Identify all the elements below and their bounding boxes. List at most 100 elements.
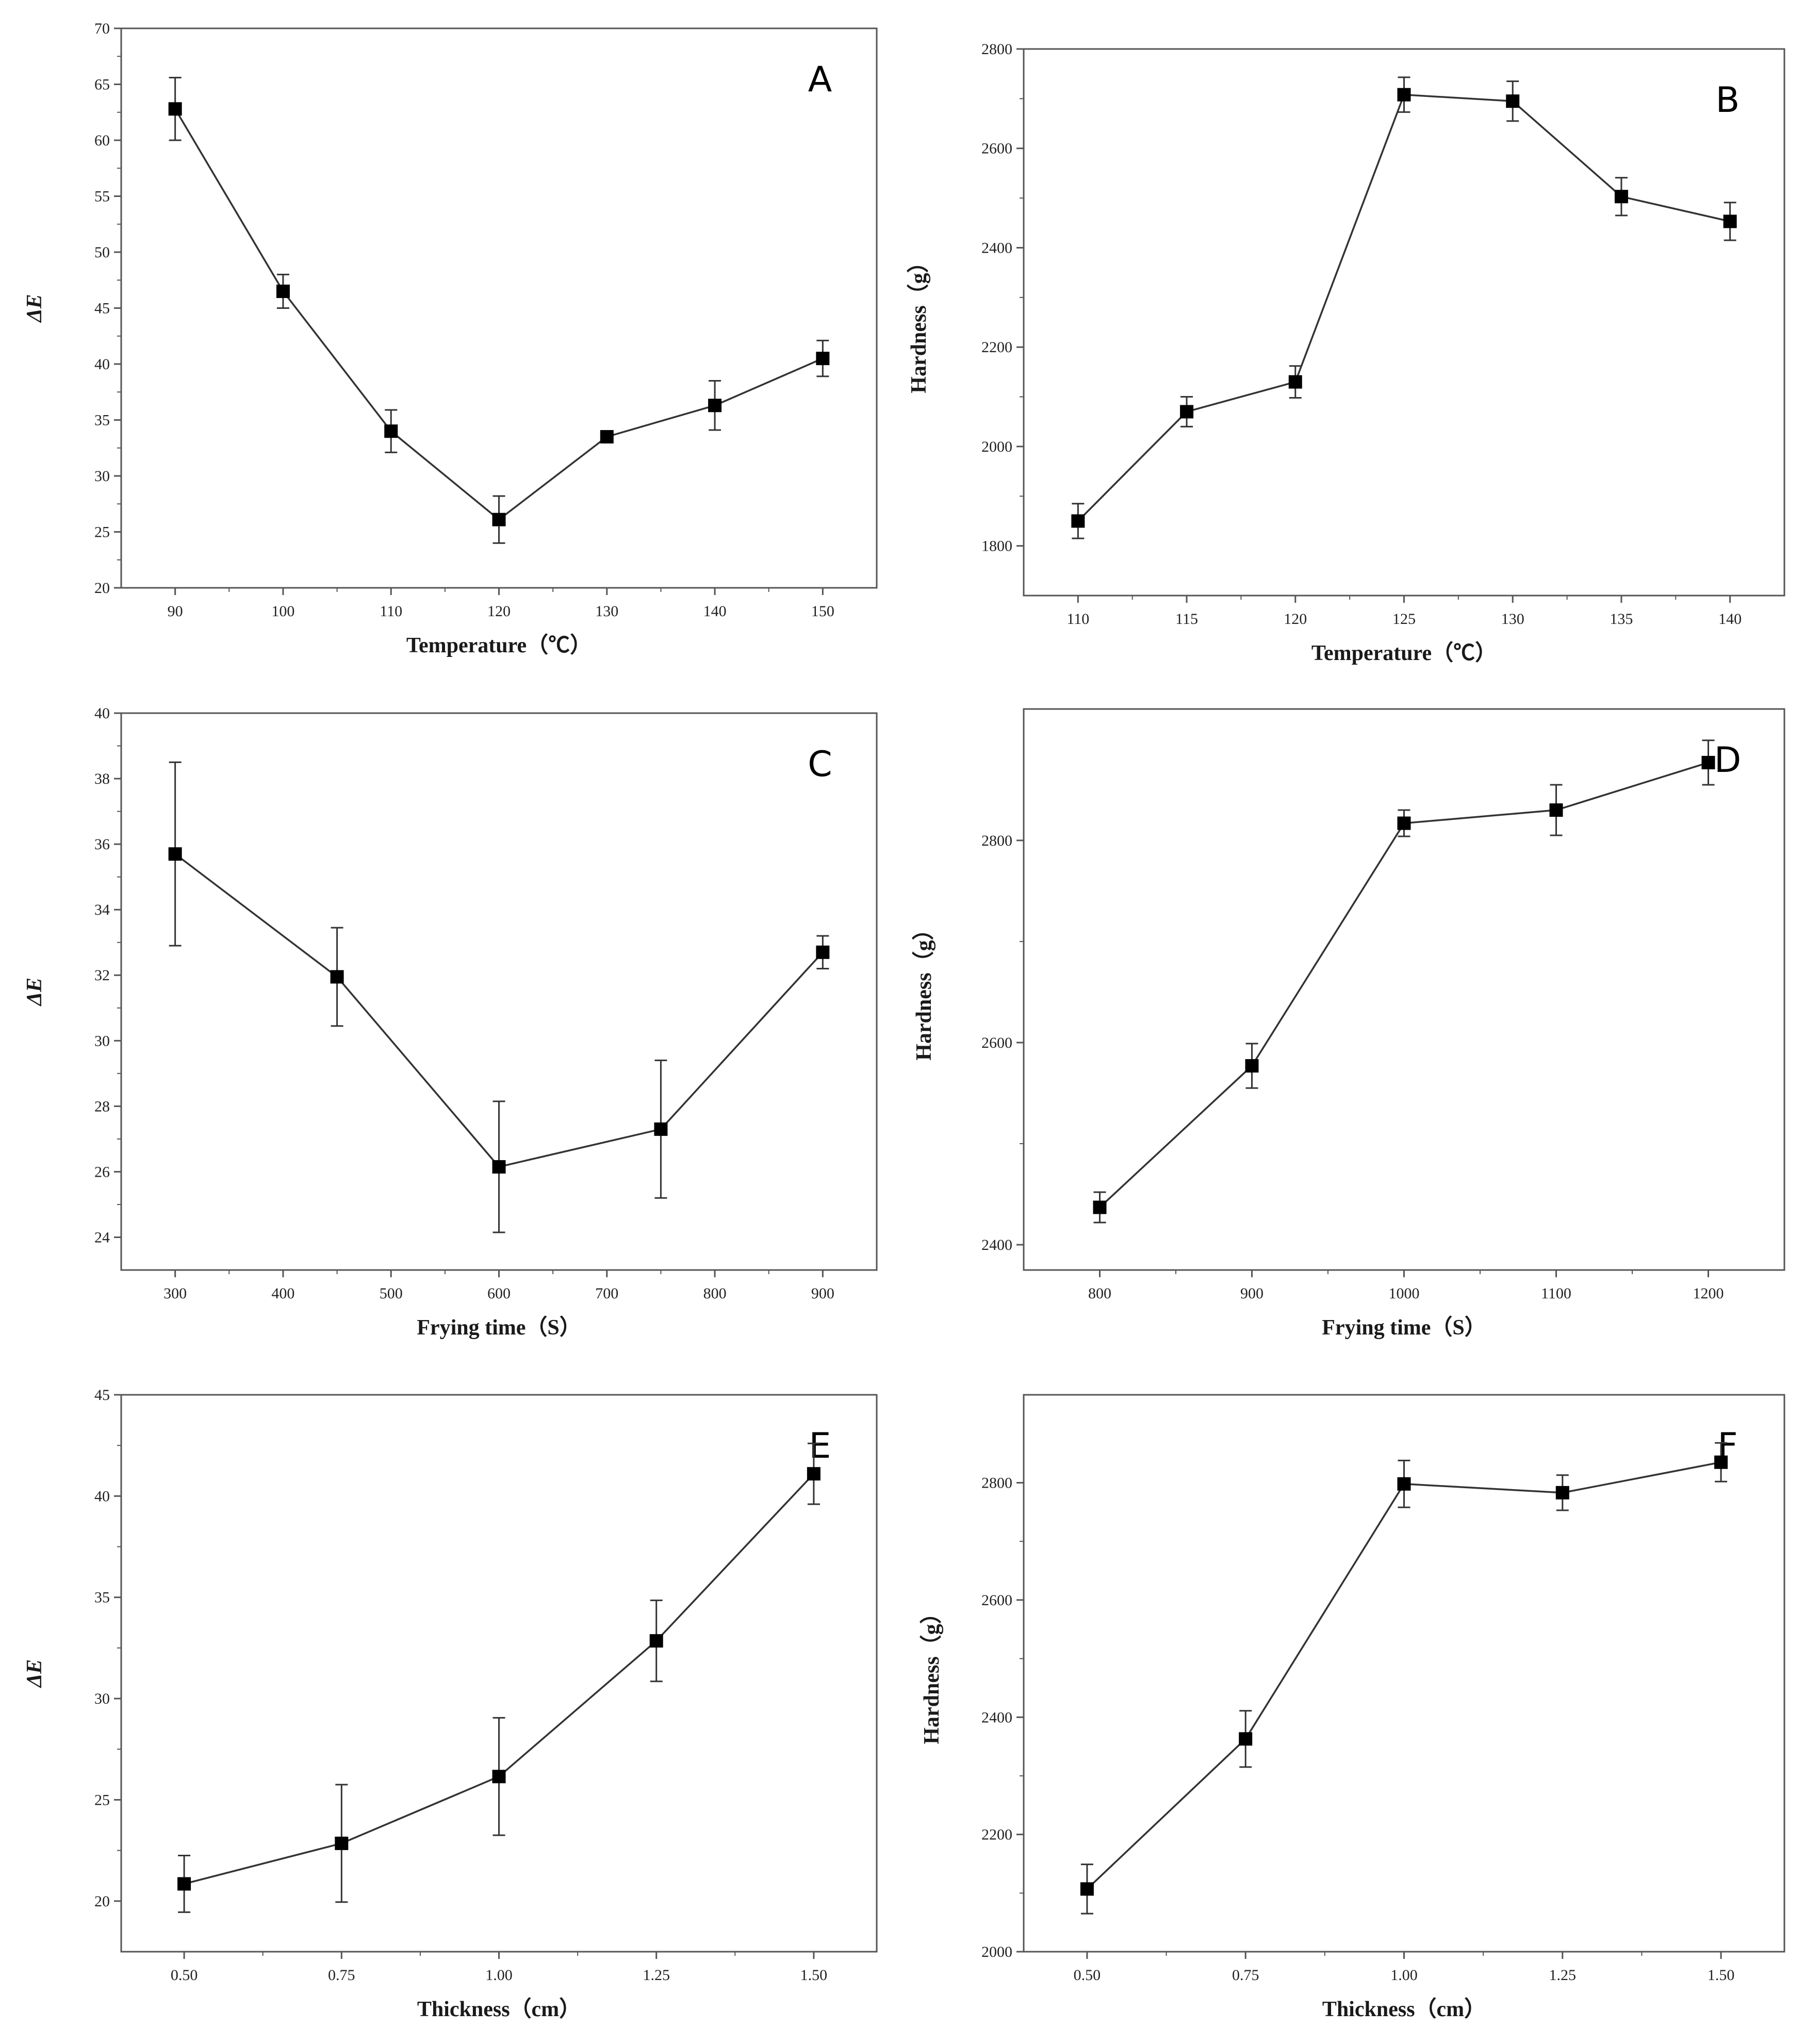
y-tick-label: 35 bbox=[94, 1589, 110, 1606]
y-tick-label: 2200 bbox=[981, 1826, 1012, 1843]
y-tick-label: 2600 bbox=[981, 140, 1012, 157]
y-tick-label: 2400 bbox=[981, 239, 1012, 256]
y-tick-label: 50 bbox=[94, 244, 110, 261]
series-line bbox=[1077, 93, 1731, 522]
series-line bbox=[1086, 1461, 1721, 1890]
x-tick-label: 150 bbox=[811, 603, 834, 620]
x-axis-title: Temperature（℃） bbox=[1311, 641, 1497, 665]
y-tick-label: 1800 bbox=[981, 538, 1012, 555]
x-tick-label: 800 bbox=[703, 1285, 727, 1302]
panel-letter: C bbox=[808, 744, 832, 785]
y-tick-label: 2200 bbox=[981, 339, 1012, 356]
y-tick-label: 28 bbox=[94, 1098, 110, 1115]
y-tick-label: 20 bbox=[94, 580, 110, 597]
data-point bbox=[1701, 755, 1715, 769]
data-point bbox=[276, 284, 290, 298]
panel-letter: D bbox=[1714, 740, 1741, 781]
data-point bbox=[816, 352, 830, 366]
data-point bbox=[1071, 514, 1085, 528]
data-point bbox=[492, 513, 506, 526]
y-tick-label: 2400 bbox=[981, 1709, 1012, 1726]
y-tick-label: 25 bbox=[94, 524, 110, 541]
x-tick-label: 115 bbox=[1175, 611, 1198, 628]
x-tick-label: 130 bbox=[595, 603, 618, 620]
x-tick-label: 100 bbox=[271, 603, 294, 620]
x-tick-label: 1.00 bbox=[485, 1967, 513, 1984]
data-point bbox=[1397, 88, 1411, 102]
y-tick-label: 35 bbox=[94, 412, 110, 429]
data-point bbox=[649, 1634, 663, 1648]
x-tick-label: 900 bbox=[1240, 1285, 1264, 1302]
x-tick-label: 90 bbox=[168, 603, 183, 620]
x-tick-label: 110 bbox=[380, 603, 402, 620]
y-tick-label: 2800 bbox=[981, 1475, 1012, 1492]
y-tick-label: 30 bbox=[94, 1032, 110, 1049]
x-tick-label: 140 bbox=[703, 603, 727, 620]
x-tick-label: 500 bbox=[380, 1285, 403, 1302]
x-tick-label: 800 bbox=[1088, 1285, 1111, 1302]
y-tick-label: 2000 bbox=[981, 1943, 1012, 1960]
data-point bbox=[1506, 94, 1520, 108]
data-point bbox=[600, 430, 614, 444]
x-tick-label: 0.75 bbox=[1232, 1967, 1259, 1984]
data-point bbox=[1555, 1486, 1569, 1499]
data-point bbox=[1239, 1732, 1253, 1746]
data-point bbox=[1723, 215, 1737, 228]
y-axis-title: ΔE bbox=[23, 978, 46, 1007]
data-point bbox=[1397, 816, 1411, 830]
y-tick-label: 2800 bbox=[981, 41, 1012, 58]
x-tick-label: 135 bbox=[1610, 611, 1633, 628]
y-tick-label: 40 bbox=[94, 705, 110, 722]
y-tick-label: 45 bbox=[94, 300, 110, 317]
data-point bbox=[330, 970, 344, 984]
y-tick-label: 2400 bbox=[981, 1237, 1012, 1254]
data-point bbox=[1397, 1477, 1411, 1491]
x-tick-label: 1100 bbox=[1541, 1285, 1571, 1302]
y-tick-label: 60 bbox=[94, 132, 110, 149]
x-tick-label: 900 bbox=[811, 1285, 834, 1302]
y-tick-label: 26 bbox=[94, 1163, 110, 1180]
data-point bbox=[708, 399, 722, 413]
x-tick-label: 0.75 bbox=[328, 1967, 355, 1984]
data-point bbox=[384, 424, 398, 438]
x-tick-label: 120 bbox=[487, 603, 511, 620]
y-axis-title: ΔE bbox=[23, 294, 46, 323]
y-tick-label: 55 bbox=[94, 188, 110, 205]
y-tick-label: 32 bbox=[94, 967, 110, 984]
y-tick-label: 2600 bbox=[981, 1034, 1012, 1051]
y-axis-title: Hardness（g） bbox=[912, 918, 936, 1060]
x-tick-label: 400 bbox=[271, 1285, 294, 1302]
y-tick-label: 34 bbox=[94, 901, 110, 918]
data-point bbox=[492, 1160, 506, 1174]
y-tick-label: 30 bbox=[94, 468, 110, 485]
chart-panel-f: 2000 2200 2400 2600 2800 0.50 0.75 1.00 1.25 1.50… bbox=[920, 1394, 1785, 2021]
data-point bbox=[1245, 1059, 1259, 1073]
y-tick-label: 40 bbox=[94, 1488, 110, 1505]
data-point bbox=[1288, 375, 1302, 389]
data-point bbox=[1093, 1200, 1107, 1214]
chart-panel-d: 2400 2600 2800 800 900 1000 1100 1200 Frying tim… bbox=[912, 708, 1785, 1340]
x-tick-label: 130 bbox=[1501, 611, 1524, 628]
x-tick-label: 600 bbox=[487, 1285, 511, 1302]
x-axis-title: Frying time（S） bbox=[1322, 1315, 1486, 1340]
data-point bbox=[1614, 190, 1628, 204]
x-tick-label: 1.25 bbox=[1549, 1967, 1577, 1984]
x-tick-label: 140 bbox=[1718, 611, 1742, 628]
y-tick-label: 20 bbox=[94, 1893, 110, 1910]
data-point bbox=[816, 945, 830, 959]
plot-frame bbox=[1023, 48, 1785, 597]
data-point bbox=[168, 102, 182, 116]
x-tick-label: 0.50 bbox=[171, 1967, 198, 1984]
data-point bbox=[807, 1467, 821, 1481]
data-point bbox=[177, 1877, 191, 1891]
x-tick-label: 1.25 bbox=[643, 1967, 670, 1984]
y-tick-label: 65 bbox=[94, 76, 110, 93]
x-tick-label: 1.00 bbox=[1390, 1967, 1418, 1984]
plot-frame bbox=[1023, 708, 1785, 1271]
data-point bbox=[1080, 1882, 1094, 1896]
x-tick-label: 125 bbox=[1392, 611, 1416, 628]
data-point bbox=[1714, 1455, 1728, 1469]
chart-panel-e: 20 25 30 35 40 45 0.50 0.75 1.00 1.25 1.50 Thicknes… bbox=[23, 1387, 878, 2021]
data-point bbox=[168, 847, 182, 861]
